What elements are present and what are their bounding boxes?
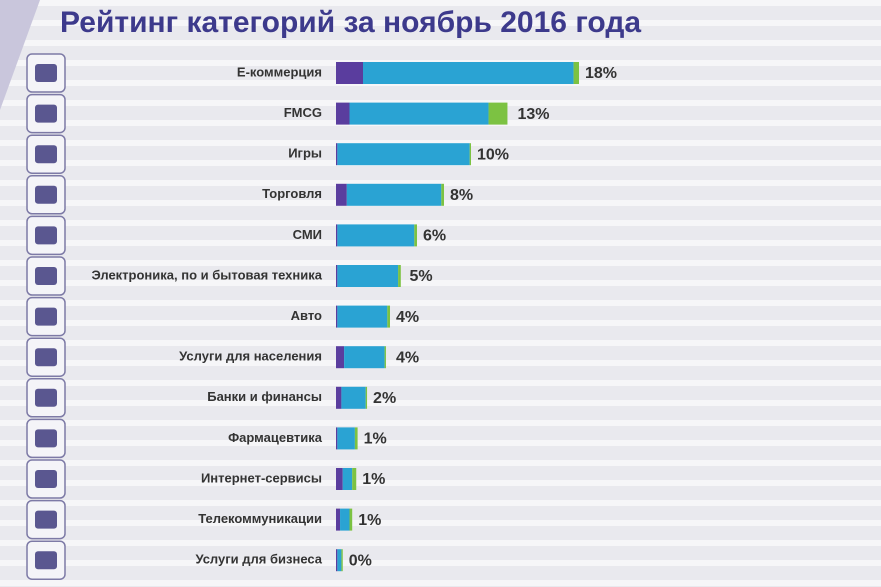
value-label: 5% [410,268,433,285]
category-label: Фармацевтика [228,430,323,445]
bar-segment [337,427,355,450]
value-label: 13% [518,106,550,123]
icon-glyph [35,348,57,367]
icon-glyph [35,429,57,448]
value-label: 8% [450,187,473,204]
bar-segment [336,183,347,206]
icon-glyph [35,145,57,164]
value-label: 4% [396,349,419,366]
icon-glyph [35,388,57,407]
category-label: СМИ [293,227,322,242]
corner-decoration [0,0,40,110]
value-label: 4% [396,309,419,326]
icon-glyph [35,226,57,245]
bar-segment [469,143,471,166]
category-label: Интернет-сервисы [201,470,322,485]
bar-segment [336,386,342,409]
value-label: 2% [373,390,396,407]
bar-segment [336,143,338,166]
value-label: 1% [364,431,387,448]
category-label: Услуги для населения [179,349,322,364]
bar-segment [336,508,341,531]
bar-segment [336,102,350,125]
icon-glyph [35,551,57,570]
bar-segment [349,508,353,531]
bar-segment [337,549,342,572]
bar-segment [341,549,343,572]
bar-segment [341,386,366,409]
bar-segment [336,265,338,287]
value-label: 6% [423,228,446,245]
bar-segment [336,346,345,369]
bar-segment [352,468,357,490]
bar-segment [337,265,399,287]
bar-segment [340,508,350,531]
bar-segment [337,224,415,247]
category-label: Торговля [262,186,322,201]
bar-segment [344,346,385,369]
icon-glyph [35,510,57,529]
bar-segment [336,62,363,84]
bar-segment [342,468,353,490]
bar-segment [398,265,401,287]
value-label: 18% [585,65,617,82]
chart-title: Рейтинг категорий за ноябрь 2016 года [60,6,641,39]
icon-glyph [35,470,57,488]
category-label: Услуги для бизнеса [195,552,322,567]
icon-glyph [35,185,57,204]
bar-segment [337,143,470,166]
value-label: 1% [358,512,381,529]
bar-segment [346,183,442,206]
bar-segment [336,224,338,247]
bar-segment [573,62,579,84]
icon-glyph [35,64,57,82]
icon-glyph [35,104,57,123]
category-label: Игры [288,146,322,161]
bar-segment [336,468,343,490]
bar-segment [349,102,489,125]
icon-glyph [35,307,57,326]
bar-segment [336,305,338,328]
category-label: FMCG [284,105,322,120]
bar-segment [337,305,388,328]
bar-segment [384,346,386,369]
bar-segment [365,386,368,409]
icon-glyph [35,267,57,285]
bar-segment [336,427,338,450]
bar-segment [354,427,358,450]
category-label: E-коммерция [237,64,322,79]
category-label: Авто [291,308,322,323]
bar-segment [414,224,417,247]
category-label: Электроника, по и бытовая техника [91,267,322,282]
bar-segment [387,305,390,328]
bar-segment [363,62,574,84]
value-label: 1% [362,471,385,488]
value-label: 10% [477,146,509,163]
bar-segment [336,549,338,572]
category-label: Телекоммуникации [198,511,322,526]
bar-segment [488,102,508,125]
bar-segment [441,183,444,206]
category-label: Банки и финансы [207,389,322,404]
value-label: 0% [349,552,372,569]
